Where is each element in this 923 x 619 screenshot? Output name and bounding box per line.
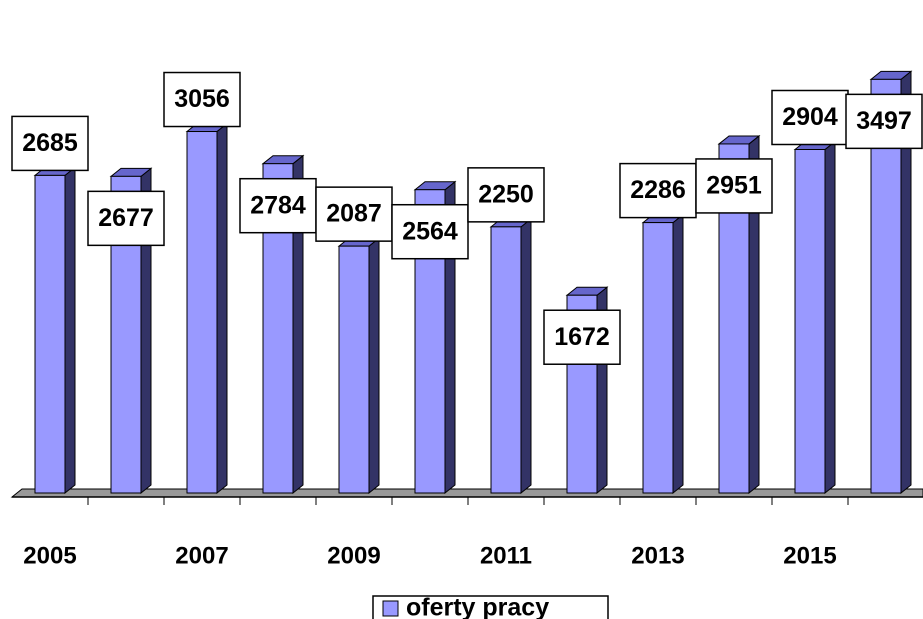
data-label-box: [315, 186, 393, 242]
legend-label: oferty pracy: [406, 594, 549, 619]
data-label-box: [543, 309, 621, 365]
data-label-box: [87, 190, 165, 247]
legend-swatch: [382, 600, 399, 617]
bar: [641, 213, 685, 495]
bar-side: [520, 217, 532, 495]
data-label: 2250: [478, 180, 534, 208]
bar-front: [794, 148, 826, 494]
bar-front: [490, 226, 522, 494]
data-label-box: [845, 93, 923, 150]
data-label: 2087: [326, 200, 382, 228]
bar-side: [64, 166, 76, 495]
bar-side: [368, 237, 380, 495]
bar-side: [672, 213, 684, 495]
data-label: 2951: [706, 172, 762, 200]
data-label-box: [467, 167, 545, 223]
x-tick-label: 2007: [175, 542, 228, 569]
data-label: 3056: [174, 85, 230, 113]
bar: [33, 166, 77, 495]
data-label: 2904: [782, 103, 838, 131]
x-tick-label: 2011: [480, 542, 532, 569]
bar: [793, 140, 837, 495]
data-label-box: [771, 89, 849, 146]
legend: oferty pracy: [372, 594, 609, 619]
data-label-box: [163, 71, 241, 128]
data-label: 1672: [554, 323, 610, 351]
data-label-box: [239, 177, 317, 234]
data-label-box: [391, 203, 469, 260]
legend-box: [372, 595, 609, 619]
bar: [337, 237, 381, 495]
bar-front: [642, 222, 674, 494]
bar-front: [186, 131, 218, 494]
floor: [10, 488, 923, 498]
bar: [185, 122, 229, 495]
data-label: 2677: [98, 204, 154, 232]
data-label-box: [619, 162, 697, 219]
data-label: 3497: [856, 107, 912, 135]
x-tick-label: 2009: [327, 542, 380, 569]
bar-side: [824, 140, 836, 495]
bar: [489, 217, 533, 495]
data-label: 2784: [250, 191, 306, 219]
bar-side: [216, 122, 228, 495]
data-label: 2564: [402, 217, 458, 245]
bar-front: [34, 174, 66, 494]
x-tick-label: 2013: [631, 542, 684, 569]
x-tick-label: 2005: [23, 542, 76, 569]
data-label: 2286: [630, 176, 686, 204]
data-label-box: [11, 115, 89, 172]
data-label: 2685: [22, 129, 78, 157]
x-tick-label: 2015: [783, 542, 836, 569]
bar-front: [338, 245, 370, 494]
data-label-box: [695, 158, 773, 214]
